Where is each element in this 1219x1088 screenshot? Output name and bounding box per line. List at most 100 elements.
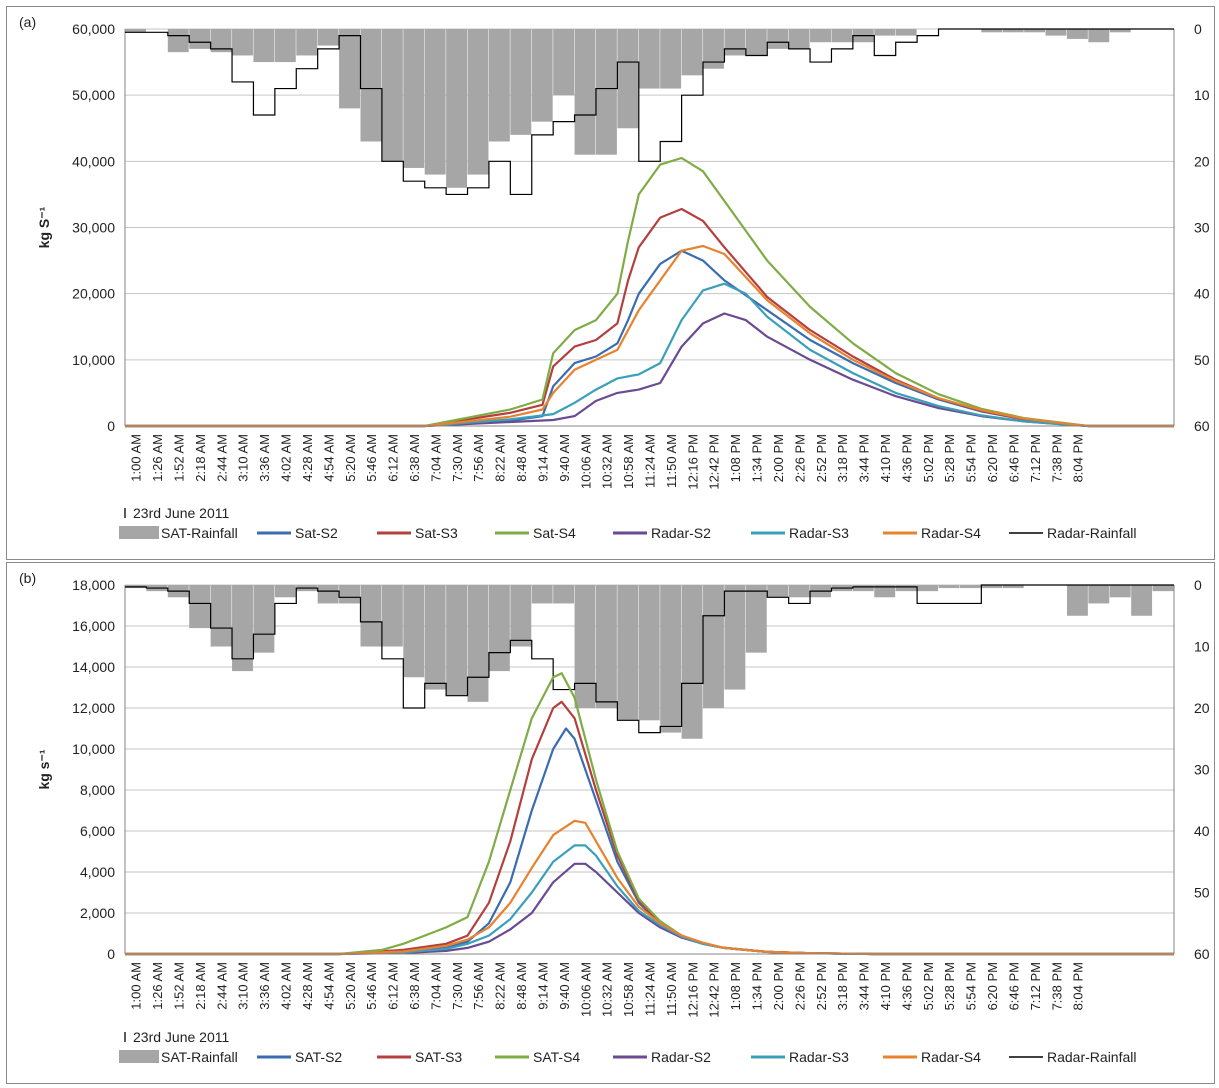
- y-tick-label: 60,000: [72, 21, 115, 37]
- y2-tick-label: 20: [1194, 700, 1210, 716]
- sat-rainfall-bar: [510, 585, 532, 647]
- chart-b-svg: 0 2,000 4,000 6,000 8,000 10,000 12,000 14,000 1…: [19, 570, 1210, 1065]
- y-tick-label: 50,000: [72, 87, 115, 103]
- sat-rainfall-bar: [852, 585, 874, 592]
- x-tick-label: 4:02 AM: [279, 962, 294, 1010]
- x-tick-label: 2:52 PM: [814, 962, 829, 1010]
- sat-rainfall-bar: [617, 29, 639, 129]
- sat-rainfall-bar: [189, 585, 211, 629]
- sat-rainfall-bar: [424, 585, 446, 690]
- sat-rainfall-bar: [917, 585, 939, 592]
- legend-label: Sat-S3: [415, 525, 458, 541]
- x-tick-label: 5:28 PM: [942, 962, 957, 1010]
- x-tick-label: 6:20 PM: [985, 434, 1000, 482]
- sat-rainfall-bar: [638, 29, 660, 89]
- sat-rainfall-bar: [317, 585, 339, 604]
- sat-rainfall-bar: [1088, 585, 1110, 604]
- legend-label: Sat-S2: [295, 525, 338, 541]
- sat-rainfall-bar: [595, 585, 617, 708]
- x-tick-label: 12:42 PM: [707, 434, 722, 490]
- legend-label: Radar-S3: [789, 525, 849, 541]
- x-tick-label: 5:20 AM: [343, 434, 358, 482]
- legend-swatch-bar: [119, 526, 159, 539]
- x-tick-label: 4:54 AM: [321, 434, 336, 482]
- y2-tick-label: 10: [1194, 639, 1210, 655]
- sat-rainfall-bar: [681, 29, 703, 76]
- sat-rainfall-bar: [467, 585, 489, 702]
- y2-tick-label: 30: [1194, 762, 1210, 778]
- x-tick-label: 8:48 AM: [514, 962, 529, 1010]
- x-tick-label: 2:44 AM: [214, 434, 229, 482]
- sat-rainfall-bar: [510, 29, 532, 135]
- sat-rainfall-bar: [745, 29, 767, 56]
- sat-rainfall-bar: [1002, 29, 1024, 33]
- x-tick-label: 2:18 AM: [193, 434, 208, 482]
- x-tick-label: 11:24 AM: [643, 434, 658, 488]
- sat-rainfall-bar: [296, 29, 318, 56]
- sat-rainfall-bar: [381, 585, 403, 647]
- x-tick-label: 1:52 AM: [172, 962, 187, 1010]
- legend-label: SAT-Rainfall: [161, 1049, 238, 1065]
- sat-rainfall-bar: [446, 29, 468, 188]
- legend-label: Radar-S2: [651, 1049, 711, 1065]
- y-tick-label: 14,000: [72, 659, 115, 675]
- legend-label: Radar-Rainfall: [1047, 525, 1136, 541]
- sat-rainfall-bar: [339, 29, 360, 109]
- x-tick-label: 5:20 AM: [343, 962, 358, 1010]
- x-tick-label: 6:38 AM: [407, 434, 422, 482]
- legend-label: Radar-S3: [789, 1049, 849, 1065]
- x-tick-label: 11:24 AM: [643, 962, 658, 1016]
- x-tick-label: 4:10 PM: [878, 962, 893, 1010]
- x-tick-label: 5:02 PM: [921, 962, 936, 1010]
- x-tick-label: 8:22 AM: [493, 962, 508, 1010]
- legend-label: SAT-S2: [295, 1049, 342, 1065]
- x-tick-label: 2:00 PM: [771, 962, 786, 1010]
- sat-rainfall-bar: [1109, 29, 1131, 33]
- sat-rainfall-bar: [553, 585, 575, 604]
- x-tick-label: 7:56 AM: [471, 962, 486, 1010]
- y-tick-label: 18,000: [72, 577, 115, 593]
- sat-rainfall-bar: [703, 585, 724, 708]
- x-tick-label: 6:12 AM: [386, 962, 401, 1010]
- x-tick-label: 3:18 PM: [835, 434, 850, 482]
- x-tick-label: 3:44 PM: [857, 962, 872, 1010]
- sat-rainfall-bar: [959, 585, 981, 589]
- x-tick-label: 5:02 PM: [921, 434, 936, 482]
- x-tick-label: 7:38 PM: [1049, 434, 1064, 482]
- x-tick-label: 8:22 AM: [493, 434, 508, 482]
- y2-tick-label: 40: [1194, 286, 1210, 302]
- x-tick-label: 1:00 AM: [129, 434, 144, 482]
- y-tick-label: 10,000: [72, 741, 115, 757]
- sat-rainfall-bar: [360, 585, 382, 647]
- y2-tick-label: 50: [1194, 885, 1210, 901]
- x-tick-label: 6:46 PM: [1006, 962, 1021, 1010]
- legend-label: Radar-S4: [921, 525, 981, 541]
- x-tick-label: 5:54 PM: [964, 962, 979, 1010]
- legend-label: SAT-Rainfall: [161, 525, 238, 541]
- sat-rainfall-bar: [1088, 29, 1110, 43]
- series-line-radar-s4: [125, 244, 1174, 428]
- x-tick-label: 10:32 AM: [600, 962, 615, 1017]
- chart-panel-a: 0 10,000 20,000 30,000 40,000 50,000 60,000 0 10…: [6, 6, 1215, 560]
- sat-rainfall-bar: [681, 585, 703, 739]
- series-line-sat-s2: [125, 249, 1174, 428]
- x-tick-label: 7:04 AM: [428, 434, 443, 482]
- x-tick-label: 9:40 AM: [557, 434, 572, 482]
- sat-rainfall-bar: [403, 585, 425, 678]
- sat-rainfall-bar: [938, 585, 960, 589]
- sat-rainfall-bar: [210, 29, 232, 53]
- chart-panel-b: 0 2,000 4,000 6,000 8,000 10,000 12,000 14,000 1…: [6, 562, 1215, 1084]
- sat-rainfall-bar: [595, 29, 617, 155]
- sat-rainfall-bar: [703, 29, 724, 69]
- sat-rainfall-bar: [981, 585, 1003, 589]
- y2-tick-label: 0: [1194, 21, 1202, 37]
- x-tick-label: 5:46 AM: [364, 962, 379, 1010]
- x-tick-label: 1:34 PM: [750, 434, 765, 482]
- legend-label: Radar-S2: [651, 525, 711, 541]
- x-tick-label: 4:36 PM: [899, 962, 914, 1010]
- sat-rainfall-bar: [424, 29, 446, 175]
- series-line-radar-s3: [125, 282, 1174, 428]
- sat-rainfall-bar: [274, 585, 296, 598]
- x-tick-label: 7:12 PM: [1028, 962, 1043, 1010]
- x-tick-label: 3:18 PM: [835, 962, 850, 1010]
